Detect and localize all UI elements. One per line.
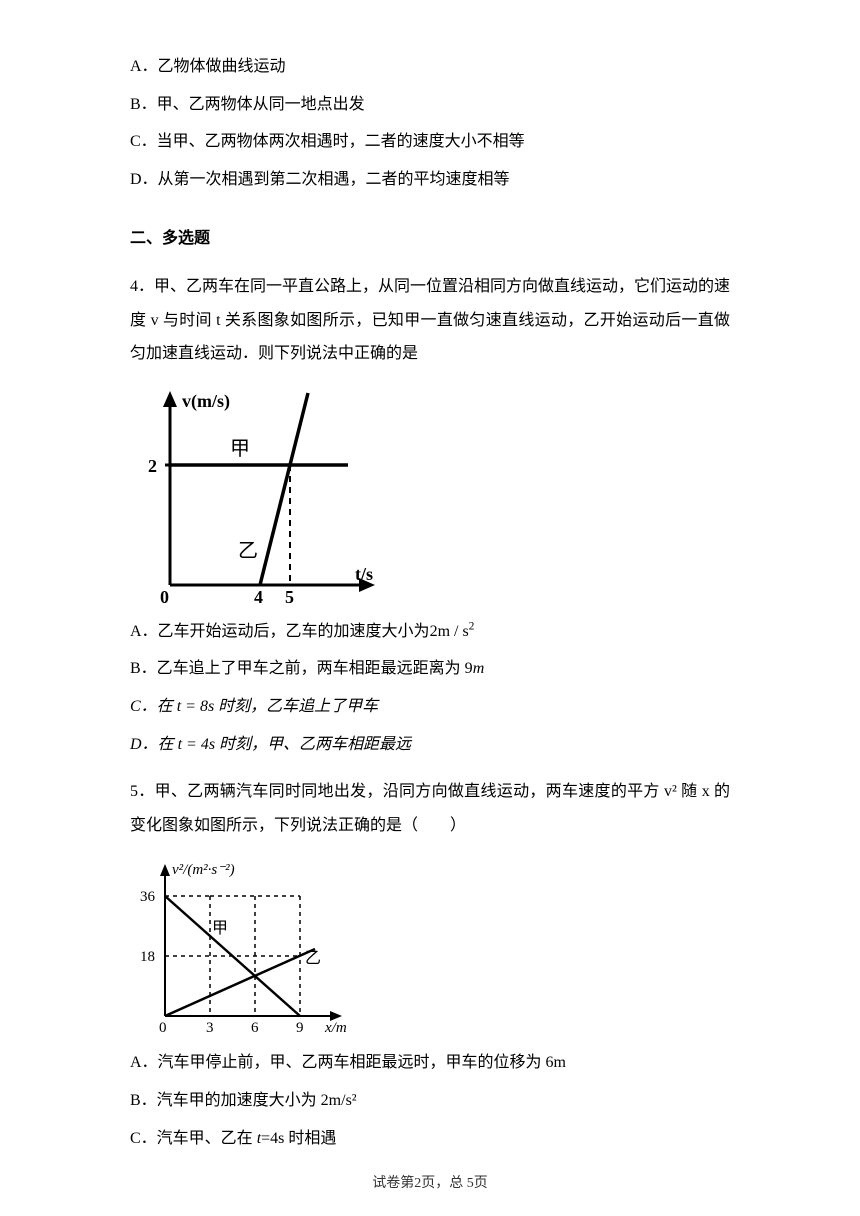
q5-stem: 5．甲、乙两辆汽车同时同地出发，沿同方向做直线运动，两车速度的平方 v² 随 x… <box>130 775 730 842</box>
q4-optA-pre: A．乙车开始运动后，乙车的加速度大小为 <box>130 623 430 640</box>
q4-option-b: B．乙车追上了甲车之前，两车相距最远距离为 9m <box>130 652 730 686</box>
q4-stem-text: 4．甲、乙两车在同一平直公路上，从同一位置沿相同方向做直线运动，它们运动的速度 … <box>130 278 730 362</box>
q5-yi-label: 乙 <box>305 950 321 967</box>
q4-chart: v(m/s) t/s 2 0 4 5 甲 乙 <box>130 385 730 605</box>
q5-chart: v²/(m²·s⁻²) x/m 36 18 0 3 6 9 甲 乙 <box>130 856 730 1036</box>
q3-option-c: C．当甲、乙两物体两次相遇时，二者的速度大小不相等 <box>130 125 730 159</box>
q3-option-b: B．甲、乙两物体从同一地点出发 <box>130 88 730 122</box>
section-2-header: 二、多选题 <box>130 222 730 256</box>
q4-optA-val: 2m / s <box>430 623 469 640</box>
q4-option-c: C．在 t = 8s 时刻，乙车追上了甲车 <box>130 690 730 724</box>
q5-xlabel: x/m <box>324 1020 347 1036</box>
q4-ylabel: v(m/s) <box>182 391 230 412</box>
q5-xtick-0: 0 <box>159 1020 167 1036</box>
q4-ytick-2: 2 <box>148 456 157 476</box>
q5-jia-label: 甲 <box>212 920 228 937</box>
q5-option-a: A．汽车甲停止前，甲、乙两车相距最远时，甲车的位移为 6m <box>130 1046 730 1080</box>
q4-xtick-0: 0 <box>160 587 169 605</box>
q3-option-d: D．从第一次相遇到第二次相遇，二者的平均速度相等 <box>130 163 730 197</box>
q4-yi-label: 乙 <box>238 540 258 562</box>
q3-option-a: A．乙物体做曲线运动 <box>130 50 730 84</box>
q5-option-b: B．汽车甲的加速度大小为 2m/s² <box>130 1084 730 1118</box>
q4-xtick-5: 5 <box>285 587 294 605</box>
q4-jia-label: 甲 <box>230 438 250 460</box>
q5-ytick-36: 36 <box>140 889 156 905</box>
page-footer: 试卷第2页，总 5页 <box>0 1169 860 1198</box>
q4-option-d: D．在 t = 4s 时刻，甲、乙两车相距最远 <box>130 728 730 762</box>
q4-optA-exp: 2 <box>469 620 475 632</box>
q4-optB-pre: B．乙车追上了甲车之前，两车相距最远距离为 9 <box>130 660 473 677</box>
q5-ytick-18: 18 <box>140 949 155 965</box>
q5-xtick-6: 6 <box>251 1020 259 1036</box>
q4-optB-unit: m <box>473 660 485 677</box>
q4-xtick-4: 4 <box>254 587 263 605</box>
q4-xlabel: t/s <box>355 564 373 584</box>
q4-stem: 4．甲、乙两车在同一平直公路上，从同一位置沿相同方向做直线运动，它们运动的速度 … <box>130 270 730 371</box>
q5-ylabel: v²/(m²·s⁻²) <box>172 862 235 878</box>
q4-option-a: A．乙车开始运动后，乙车的加速度大小为2m / s2 <box>130 615 730 649</box>
q5-xtick-9: 9 <box>296 1020 304 1036</box>
q5-xtick-3: 3 <box>206 1020 214 1036</box>
q5-option-c: C．汽车甲、乙在 t=4s 时相遇 <box>130 1122 730 1156</box>
